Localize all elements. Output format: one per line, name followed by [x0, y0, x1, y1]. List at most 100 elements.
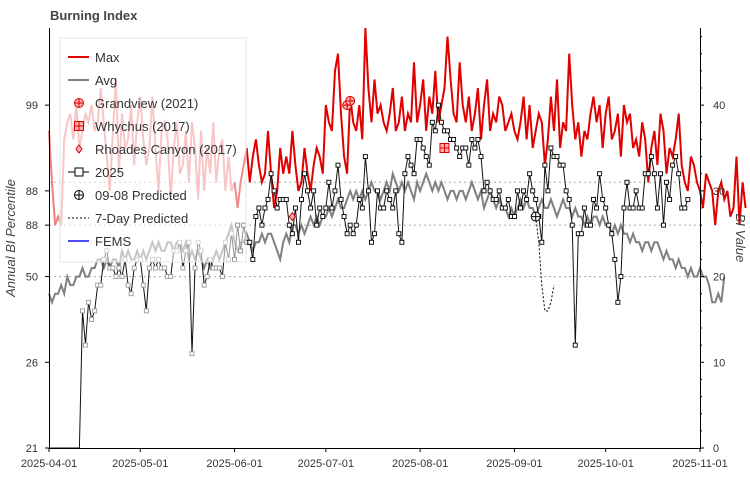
series-2025-point	[667, 196, 673, 202]
grandview-marker-cross	[345, 96, 355, 106]
series-2025-point	[478, 154, 484, 160]
series-2025-point	[417, 136, 423, 142]
series-2025-point	[673, 154, 679, 160]
series-2025-point	[128, 291, 134, 297]
series-2025-point	[286, 222, 292, 228]
predicted-0908-cross	[531, 212, 541, 222]
series-2025-point	[271, 188, 277, 194]
x-tick-label: 2025-10-01	[578, 458, 634, 470]
series-2025-point	[162, 265, 168, 271]
series-2025-point	[250, 256, 256, 262]
series-2025-point	[375, 188, 380, 194]
seven-day-predicted-line	[535, 216, 555, 312]
left-tick-label: 21	[26, 443, 38, 455]
left-axis-label: Annual BI Percentile	[3, 179, 18, 298]
series-2025-point	[633, 188, 639, 194]
series-2025-point	[204, 274, 210, 280]
x-tick-label: 2025-09-01	[486, 458, 542, 470]
rhoades-canyon-marker	[288, 211, 296, 222]
series-2025-point	[411, 171, 417, 177]
series-2025-point	[302, 171, 307, 177]
series-2025-point	[268, 171, 274, 177]
series-2025-point	[317, 205, 323, 211]
series-2025-point	[496, 188, 502, 194]
left-tick-label: 88	[26, 186, 38, 198]
series-2025-point	[289, 231, 295, 237]
series-2025-point	[621, 205, 627, 211]
series-2025-point	[247, 239, 253, 245]
series-2025-point	[110, 265, 116, 271]
right-tick-label: 0	[713, 443, 719, 455]
series-2025-point	[648, 154, 654, 160]
series-2025-point	[396, 231, 402, 237]
series-2025-point	[192, 265, 198, 271]
series-2025-point	[143, 308, 149, 314]
series-2025-point	[521, 188, 527, 194]
series-2025-point	[639, 205, 645, 211]
series-2025-point	[308, 205, 314, 211]
legend-label: Rhoades Canyon (2017)	[95, 142, 237, 157]
series-2025-point	[603, 205, 609, 211]
legend-grandview-icon-cross	[74, 98, 84, 108]
right-tick-label: 20	[713, 272, 725, 284]
series-2025-point	[566, 196, 572, 202]
series-2025-point	[539, 239, 545, 245]
series-2025-point	[423, 154, 429, 160]
series-2025-point	[381, 205, 387, 211]
series-2025-point	[505, 196, 511, 202]
series-2025-point	[180, 265, 186, 271]
series-2025-point	[609, 231, 615, 237]
series-2025-point	[569, 222, 575, 228]
series-2025-point	[493, 196, 499, 202]
series-2025-point	[518, 205, 523, 211]
series-2025-point	[335, 162, 341, 168]
series-2025-point	[320, 214, 326, 220]
series-2025-point	[484, 179, 490, 185]
series-2025-point	[341, 214, 347, 220]
chart-title: Burning Index	[50, 8, 138, 23]
legend-predicted-icon-cross	[74, 190, 84, 200]
x-tick-label: 2025-05-01	[112, 458, 168, 470]
series-2025-point	[219, 274, 225, 280]
series-2025-point	[466, 162, 472, 168]
series-2025-point	[545, 188, 551, 194]
series-2025-point	[390, 205, 396, 211]
right-tick-label: 40	[713, 100, 725, 112]
series-2025-point	[362, 154, 368, 160]
series-2025-point	[670, 162, 676, 168]
whychus-marker-cross	[439, 143, 449, 153]
series-2025-point	[189, 351, 195, 357]
series-2025-point	[612, 256, 618, 262]
series-2025-point	[384, 188, 390, 194]
series-layer	[48, 27, 747, 449]
series-2025-point	[600, 196, 606, 202]
series-2025-point	[606, 222, 612, 228]
series-2025-point	[654, 205, 660, 211]
series-2025-point	[347, 222, 353, 228]
series-2025-point	[685, 196, 691, 202]
series-2025-point	[338, 196, 344, 202]
series-2025-point	[445, 128, 450, 134]
series-2025-point	[353, 222, 359, 228]
series-2025-point	[676, 171, 682, 177]
series-2025-point	[597, 171, 603, 177]
series-2025-point	[350, 231, 356, 237]
series-2025-point	[216, 265, 222, 271]
series-2025-point	[305, 188, 311, 194]
legend-2025-icon	[74, 167, 84, 177]
max-line	[233, 27, 747, 226]
series-2025-point	[624, 179, 630, 185]
series-2025-point	[524, 196, 530, 202]
series-2025-point	[515, 188, 520, 194]
series-2025-point	[588, 222, 593, 228]
series-2025-point	[295, 239, 301, 245]
left-tick-label: 99	[26, 100, 38, 112]
x-tick-label: 2025-04-01	[21, 458, 77, 470]
series-2025-point	[274, 205, 280, 211]
legend-label: 2025	[95, 165, 124, 180]
series-2025-point	[578, 231, 584, 237]
series-2025-point	[615, 299, 621, 305]
series-2025-point	[259, 222, 265, 228]
legend: Max Avg Grandview (2021) Whychus (2017) Rhoa…	[59, 37, 247, 263]
